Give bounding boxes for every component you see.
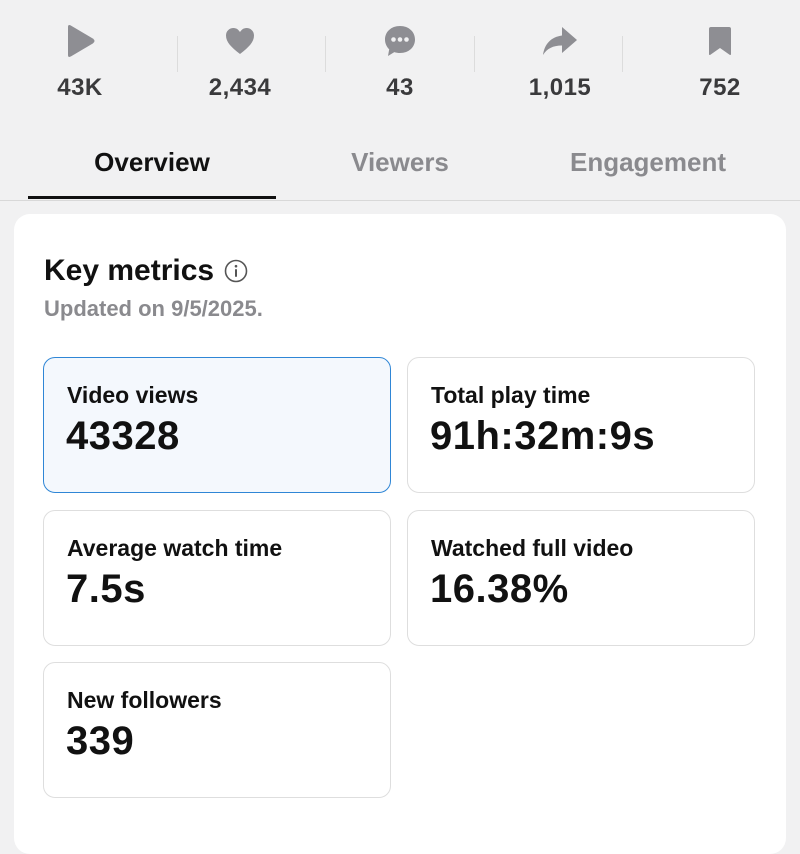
stats-bar: 43K 2,434 43 1,015 752 — [0, 0, 800, 120]
metric-value: 91h:32m:9s — [430, 414, 656, 458]
stat-divider — [177, 36, 178, 72]
metric-label: Average watch time — [67, 535, 283, 561]
stat-divider — [325, 36, 326, 72]
stat-divider — [622, 36, 623, 72]
metric-label: Total play time — [431, 382, 591, 408]
key-metrics-card: Key metrics Updated on 9/5/2025. Video v… — [14, 214, 786, 854]
metric-value: 339 — [66, 719, 135, 763]
info-icon[interactable] — [224, 259, 248, 283]
key-metrics-title: Key metrics — [44, 254, 215, 287]
metric-video-views[interactable]: Video views 43328 — [43, 357, 391, 493]
share-icon — [542, 24, 578, 58]
plays-count: 43K — [57, 74, 103, 101]
metric-new-followers[interactable]: New followers 339 — [43, 662, 391, 798]
tab-engagement[interactable]: Engagement — [569, 147, 727, 177]
shares-stat[interactable]: 1,015 — [480, 0, 640, 120]
comment-icon — [383, 24, 417, 58]
metric-value: 16.38% — [430, 567, 569, 611]
updated-date: Updated on 9/5/2025. — [44, 296, 263, 321]
metric-label: Watched full video — [431, 535, 634, 561]
likes-count: 2,434 — [208, 74, 272, 101]
plays-stat[interactable]: 43K — [0, 0, 160, 120]
metric-watched-full-video[interactable]: Watched full video 16.38% — [407, 510, 755, 646]
key-metrics-header: Key metrics — [44, 254, 248, 288]
saves-count: 752 — [699, 74, 741, 101]
tab-bar: Overview Viewers Engagement — [28, 135, 772, 199]
stat-divider — [474, 36, 475, 72]
comments-stat[interactable]: 43 — [320, 0, 480, 120]
play-icon — [64, 24, 96, 58]
tab-viewers[interactable]: Viewers — [351, 147, 449, 177]
bookmark-icon — [708, 24, 732, 58]
metric-value: 43328 — [66, 414, 180, 458]
metric-value: 7.5s — [66, 567, 146, 611]
metric-label: New followers — [67, 687, 222, 713]
heart-icon — [225, 24, 255, 58]
tab-overview[interactable]: Overview — [28, 135, 276, 199]
shares-count: 1,015 — [528, 74, 592, 101]
tab-divider — [0, 200, 800, 201]
comments-count: 43 — [386, 74, 414, 101]
metric-total-play-time[interactable]: Total play time 91h:32m:9s — [407, 357, 755, 493]
metric-average-watch-time[interactable]: Average watch time 7.5s — [43, 510, 391, 646]
likes-stat[interactable]: 2,434 — [160, 0, 320, 120]
metric-label: Video views — [67, 382, 199, 408]
saves-stat[interactable]: 752 — [640, 0, 800, 120]
